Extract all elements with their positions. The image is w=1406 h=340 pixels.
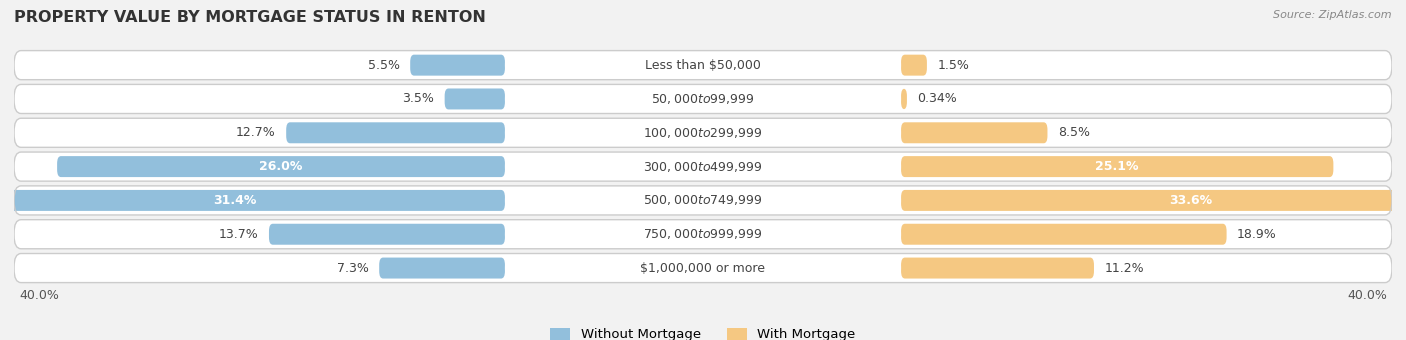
FancyBboxPatch shape bbox=[287, 122, 505, 143]
Text: $300,000 to $499,999: $300,000 to $499,999 bbox=[644, 159, 762, 174]
Text: 11.2%: 11.2% bbox=[1104, 261, 1144, 275]
FancyBboxPatch shape bbox=[505, 154, 901, 180]
Text: 18.9%: 18.9% bbox=[1237, 228, 1277, 241]
Text: $50,000 to $99,999: $50,000 to $99,999 bbox=[651, 92, 755, 106]
FancyBboxPatch shape bbox=[14, 152, 1392, 181]
FancyBboxPatch shape bbox=[901, 258, 1094, 278]
Text: 25.1%: 25.1% bbox=[1095, 160, 1139, 173]
Text: 5.5%: 5.5% bbox=[368, 58, 399, 72]
FancyBboxPatch shape bbox=[14, 118, 1392, 147]
Text: 1.5%: 1.5% bbox=[938, 58, 969, 72]
FancyBboxPatch shape bbox=[505, 86, 901, 112]
FancyBboxPatch shape bbox=[901, 156, 1333, 177]
Text: PROPERTY VALUE BY MORTGAGE STATUS IN RENTON: PROPERTY VALUE BY MORTGAGE STATUS IN REN… bbox=[14, 10, 486, 25]
Text: 0.34%: 0.34% bbox=[917, 92, 957, 105]
FancyBboxPatch shape bbox=[505, 120, 901, 146]
FancyBboxPatch shape bbox=[14, 51, 1392, 80]
FancyBboxPatch shape bbox=[14, 84, 1392, 114]
Text: 3.5%: 3.5% bbox=[402, 92, 434, 105]
FancyBboxPatch shape bbox=[505, 52, 901, 78]
FancyBboxPatch shape bbox=[505, 188, 901, 213]
FancyBboxPatch shape bbox=[411, 55, 505, 75]
FancyBboxPatch shape bbox=[901, 88, 907, 109]
FancyBboxPatch shape bbox=[901, 122, 1047, 143]
Text: $100,000 to $299,999: $100,000 to $299,999 bbox=[644, 126, 762, 140]
Legend: Without Mortgage, With Mortgage: Without Mortgage, With Mortgage bbox=[550, 328, 856, 340]
FancyBboxPatch shape bbox=[444, 88, 505, 109]
FancyBboxPatch shape bbox=[505, 221, 901, 247]
Text: 40.0%: 40.0% bbox=[1347, 289, 1386, 302]
FancyBboxPatch shape bbox=[901, 224, 1226, 245]
FancyBboxPatch shape bbox=[14, 254, 1392, 283]
FancyBboxPatch shape bbox=[269, 224, 505, 245]
Text: 31.4%: 31.4% bbox=[212, 194, 256, 207]
Text: 33.6%: 33.6% bbox=[1168, 194, 1212, 207]
FancyBboxPatch shape bbox=[901, 55, 927, 75]
FancyBboxPatch shape bbox=[901, 190, 1406, 211]
FancyBboxPatch shape bbox=[505, 255, 901, 281]
FancyBboxPatch shape bbox=[0, 190, 505, 211]
Text: 13.7%: 13.7% bbox=[219, 228, 259, 241]
FancyBboxPatch shape bbox=[380, 258, 505, 278]
FancyBboxPatch shape bbox=[14, 220, 1392, 249]
Text: $500,000 to $749,999: $500,000 to $749,999 bbox=[644, 193, 762, 207]
Text: $1,000,000 or more: $1,000,000 or more bbox=[641, 261, 765, 275]
Text: Less than $50,000: Less than $50,000 bbox=[645, 58, 761, 72]
Text: 26.0%: 26.0% bbox=[259, 160, 302, 173]
Text: 8.5%: 8.5% bbox=[1057, 126, 1090, 139]
Text: $750,000 to $999,999: $750,000 to $999,999 bbox=[644, 227, 762, 241]
FancyBboxPatch shape bbox=[58, 156, 505, 177]
Text: Source: ZipAtlas.com: Source: ZipAtlas.com bbox=[1274, 10, 1392, 20]
Text: 12.7%: 12.7% bbox=[236, 126, 276, 139]
Text: 7.3%: 7.3% bbox=[337, 261, 368, 275]
FancyBboxPatch shape bbox=[14, 186, 1392, 215]
Text: 40.0%: 40.0% bbox=[20, 289, 59, 302]
